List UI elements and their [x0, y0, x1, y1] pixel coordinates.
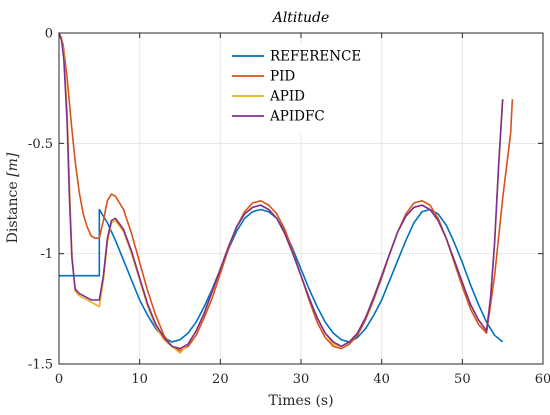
y-axis-label: Distance [m] — [5, 152, 21, 243]
x-axis-label: Times (s) — [268, 393, 333, 409]
y-tick-label: -0.5 — [28, 137, 53, 152]
chart-title: Altitude — [271, 10, 330, 26]
legend-label-apid: APID — [269, 89, 305, 105]
series-line-pid — [58, 32, 514, 352]
x-tick-label: 60 — [535, 372, 550, 387]
series-line-apidfc — [58, 32, 504, 350]
x-tick-label: 50 — [454, 372, 471, 387]
x-tick-label: 10 — [131, 372, 148, 387]
series-layer — [58, 32, 514, 354]
y-axis-label-unit: [m] — [5, 152, 21, 177]
x-tick-label: 40 — [373, 372, 390, 387]
y-axis-label-main: Distance — [5, 177, 21, 243]
legend: REFERENCE PID APID APIDFC — [225, 44, 375, 134]
x-tick-label: 0 — [55, 372, 63, 387]
legend-label-reference: REFERENCE — [270, 49, 361, 65]
legend-label-apidfc: APIDFC — [269, 109, 325, 125]
ticks: 0 10 20 30 40 50 60 -1.5 -1 -0.5 0 — [28, 27, 550, 388]
x-tick-label: 30 — [293, 372, 310, 387]
y-tick-label: -1 — [40, 247, 53, 262]
x-tick-label: 20 — [212, 372, 229, 387]
y-tick-label: -1.5 — [28, 358, 53, 373]
y-tick-label: 0 — [45, 27, 53, 42]
legend-box — [225, 44, 375, 134]
legend-label-pid: PID — [270, 69, 295, 85]
